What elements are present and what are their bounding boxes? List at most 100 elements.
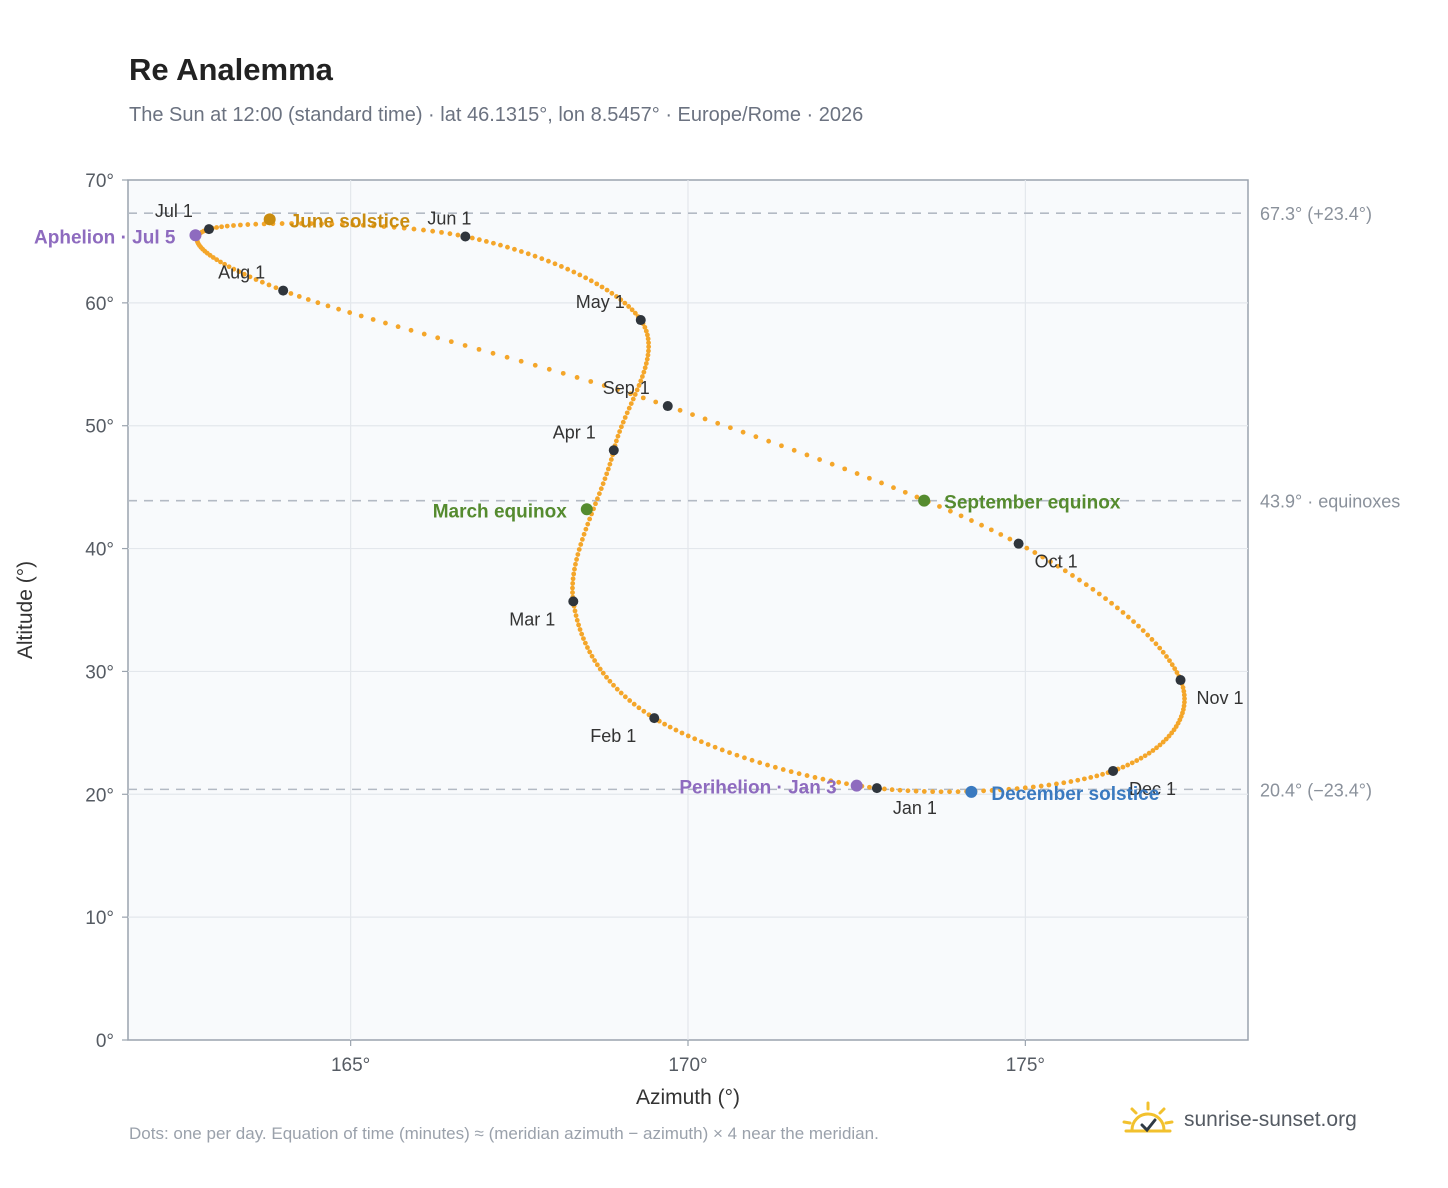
daily-dot — [913, 788, 919, 794]
daily-dot — [583, 275, 589, 281]
daily-dot — [619, 424, 624, 430]
daily-dot — [673, 727, 679, 733]
daily-dot — [371, 223, 377, 229]
event-dot — [263, 213, 276, 226]
daily-dot — [236, 269, 242, 275]
daily-dot — [601, 383, 607, 388]
daily-dot — [618, 690, 624, 696]
daily-dot — [581, 531, 587, 537]
daily-dot — [571, 269, 577, 275]
daily-dot — [820, 776, 826, 782]
daily-dot — [1088, 775, 1094, 780]
month-marker-dot — [278, 285, 289, 296]
month-marker-dot — [203, 224, 214, 235]
daily-dot — [587, 516, 593, 522]
daily-dot — [594, 662, 600, 668]
daily-dot — [1181, 692, 1187, 698]
daily-dot — [604, 471, 610, 477]
daily-dot — [577, 272, 583, 278]
daily-dot — [631, 701, 637, 707]
daily-dot — [891, 485, 896, 491]
daily-dot — [804, 773, 810, 778]
daily-dot — [360, 222, 366, 228]
daily-dot — [1030, 784, 1036, 790]
daily-dot — [532, 253, 538, 259]
daily-dot — [766, 438, 772, 444]
chart-title: Re Analemma — [129, 52, 333, 87]
daily-dot — [1103, 596, 1108, 602]
daily-dot — [638, 378, 644, 384]
daily-dot — [1125, 762, 1131, 768]
daily-dot — [1172, 666, 1178, 672]
daily-dot — [448, 339, 454, 345]
daily-dot — [1140, 628, 1146, 634]
daily-dot — [604, 674, 609, 680]
daily-dot — [812, 775, 818, 780]
daily-dot — [595, 496, 600, 502]
daily-dot — [629, 307, 635, 313]
brand[interactable]: sunrise-sunset.org — [1122, 1100, 1357, 1140]
daily-dot — [1046, 782, 1052, 788]
daily-dot — [1157, 645, 1163, 651]
daily-dot — [381, 224, 387, 229]
daily-dot — [611, 682, 616, 688]
daily-dot — [1032, 550, 1038, 555]
daily-dot — [641, 369, 647, 375]
daily-dot — [570, 576, 576, 582]
daily-dot — [1081, 776, 1087, 782]
month-marker-dot — [460, 231, 471, 242]
daily-dot — [319, 221, 324, 227]
daily-dot — [539, 256, 545, 262]
daily-dot — [219, 224, 224, 230]
month-marker-dot — [1175, 675, 1186, 686]
daily-dot — [842, 466, 848, 472]
daily-dot — [411, 226, 417, 232]
event-label: March equinox — [433, 501, 568, 522]
daily-dot — [218, 259, 223, 265]
daily-dot — [1174, 670, 1180, 675]
daily-dot — [988, 527, 994, 533]
daily-dot — [273, 285, 279, 291]
daily-dot — [614, 294, 619, 299]
daily-dot — [574, 617, 580, 623]
daily-dot — [1120, 764, 1126, 770]
daily-dot — [505, 244, 510, 250]
daily-dot — [259, 279, 265, 285]
daily-dot — [383, 320, 388, 326]
month-marker-label: Sep 1 — [603, 378, 650, 398]
daily-dot — [279, 221, 285, 226]
daily-dot — [408, 327, 414, 333]
daily-dot — [315, 300, 321, 306]
daily-dot — [1150, 748, 1156, 753]
daily-dot — [642, 365, 648, 371]
daily-dot — [504, 354, 510, 360]
daily-dot — [930, 789, 936, 795]
x-tick-label: 165° — [331, 1055, 370, 1076]
daily-dot — [937, 504, 942, 509]
daily-dot — [518, 249, 524, 254]
daily-dot — [989, 788, 995, 793]
daily-dot — [581, 636, 586, 642]
daily-dot — [329, 221, 335, 227]
daily-dot — [347, 310, 353, 315]
daily-dot — [546, 258, 551, 264]
daily-dot — [435, 335, 441, 341]
daily-dot — [615, 433, 621, 439]
daily-dot — [867, 784, 872, 790]
daily-dot — [734, 752, 740, 758]
daily-dot — [576, 547, 582, 552]
reference-line-label: 67.3° (+23.4°) — [1260, 204, 1372, 224]
month-marker-dot — [608, 445, 619, 456]
daily-dot — [421, 331, 427, 337]
event-dot — [965, 785, 978, 798]
daily-dot — [1055, 563, 1061, 569]
daily-dot — [430, 228, 436, 234]
daily-dot — [571, 571, 577, 577]
daily-dot — [222, 261, 228, 267]
daily-dot — [565, 266, 571, 272]
daily-dot — [914, 494, 920, 500]
x-axis-label: Azimuth (°) — [636, 1086, 740, 1109]
daily-dot — [765, 762, 770, 768]
month-marker-dot — [662, 401, 673, 412]
daily-dot — [588, 379, 594, 384]
